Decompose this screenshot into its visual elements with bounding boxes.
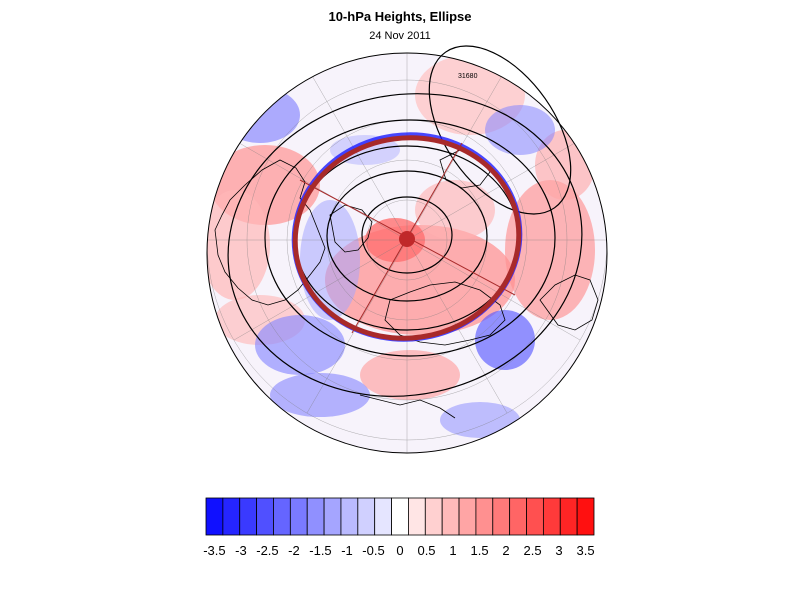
colorbar-swatch [509,497,527,536]
colorbar-swatch [256,497,274,536]
colorbar-swatch [205,497,224,536]
anomaly-patch [270,373,370,417]
colorbar-tick-label: -3 [235,543,247,558]
anomaly-patch [485,105,555,155]
meridian-line [233,239,408,341]
anomaly-patch [255,315,345,375]
height-contour [326,170,488,302]
meridian-line [406,239,581,341]
meridian-line [233,139,408,241]
colorbar-swatch [441,497,460,536]
height-contour [361,196,453,274]
colorbar-tick-label: -2 [288,543,300,558]
contour-label: 31680 [458,73,478,80]
colorbar-swatch [391,497,409,536]
colorbar-tick-label: 2 [502,543,510,558]
height-contour [227,93,583,397]
ellipse-center [399,231,415,247]
height-contour [428,45,572,215]
meridian-line [406,139,581,241]
meridian-line [306,66,408,241]
colorbar-swatch [222,497,241,536]
colorbar-swatch [475,497,494,536]
colorbar-swatch [559,497,578,536]
anomaly-patch [360,350,460,400]
colorbar-swatch [492,497,511,536]
height-contour [264,119,556,357]
coastline-asia [539,274,599,331]
colorbar-swatch [526,497,544,536]
colorbar-swatch [340,497,359,536]
colorbar-swatch [306,497,325,536]
colorbar-swatch [289,497,308,536]
colorbar-tick-label: 1 [449,543,457,558]
vortex-ellipse [291,132,523,342]
colorbar-tick-label: 3 [555,543,563,558]
anomaly-patch [220,87,300,143]
colorbar-swatch [323,497,342,536]
colorbar-tick-label: -2.5 [256,543,279,558]
coastline-north-america [214,159,326,306]
colorbar [205,497,595,536]
colorbar-tick-label: -1.5 [309,543,332,558]
anomaly-patch [475,310,535,370]
anomaly-patch [207,190,270,300]
colorbar-swatch [424,497,443,536]
graticule [207,53,607,453]
colorbar-swatch [458,497,477,536]
colorbar-swatch [542,497,561,536]
anomaly-patch [415,180,495,240]
map-subtitle: 24 Nov 2011 [369,30,431,42]
colorbar-swatch [273,497,291,536]
coastline-africa [359,394,456,419]
colorbar-tick-label: -0.5 [362,543,385,558]
fitted-ellipse [292,135,522,341]
colorbar-tick-label: 0 [396,543,404,558]
colorbar-tick-label: 0.5 [417,543,436,558]
polar-map: 31680 [206,45,608,454]
meridian-line [406,66,508,241]
colorbar-tick-label: -1 [341,543,353,558]
anomaly-patch [440,402,520,438]
colorbar-tick-label: -3.5 [203,543,226,558]
colorbar-swatch [374,497,392,536]
colorbar-tick-label: 1.5 [470,543,489,558]
colorbar-tick-label: 2.5 [523,543,542,558]
map-title: 10-hPa Heights, Ellipse [328,9,472,24]
globe-border [206,52,608,454]
colorbar-swatch [408,497,426,536]
colorbar-tick-label: 3.5 [576,543,595,558]
colorbar-swatch [239,497,258,536]
colorbar-swatch [576,497,595,536]
colorbar-swatch [357,497,376,536]
